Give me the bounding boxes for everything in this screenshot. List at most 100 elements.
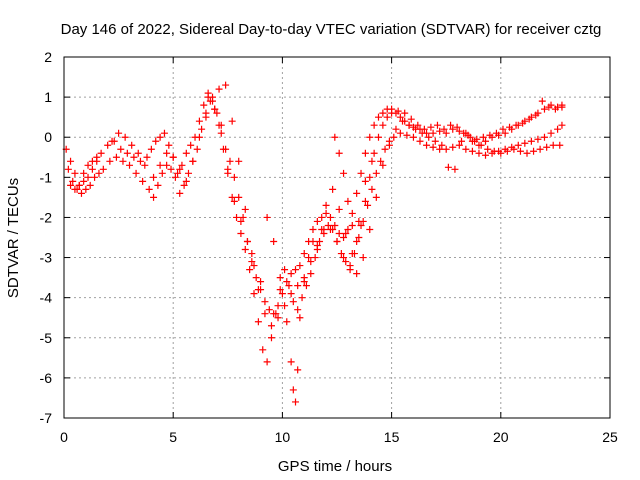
data-point (252, 274, 260, 282)
data-point (224, 165, 232, 173)
data-point (333, 238, 341, 246)
data-point (348, 209, 356, 217)
y-tick-label: 0 (44, 129, 52, 145)
data-point (311, 254, 319, 262)
data-point (475, 149, 483, 157)
data-point (241, 246, 249, 254)
data-point (383, 113, 391, 121)
data-point (320, 229, 328, 237)
data-point (361, 177, 369, 185)
data-point (163, 149, 171, 157)
x-tick-label: 20 (493, 429, 509, 445)
data-point (302, 282, 310, 290)
y-tick-label: -4 (40, 290, 53, 306)
data-point (130, 153, 138, 161)
data-point (80, 177, 88, 185)
data-point (486, 131, 494, 139)
data-point (444, 163, 452, 171)
data-point (307, 270, 315, 278)
chart-title: Day 146 of 2022, Sidereal Day-to-day VTE… (61, 21, 602, 38)
data-point (313, 217, 321, 225)
data-point (381, 145, 389, 153)
data-point (335, 205, 343, 213)
data-point (340, 254, 348, 262)
data-point (180, 181, 188, 189)
data-point (324, 221, 332, 229)
grid-lines (64, 57, 610, 418)
data-point (254, 286, 262, 294)
y-tick-label: -1 (40, 169, 53, 185)
data-point (374, 113, 382, 121)
data-point (305, 254, 313, 262)
data-point (265, 306, 273, 314)
data-point (540, 133, 548, 141)
data-point (152, 137, 160, 145)
data-point (468, 147, 476, 155)
data-point (416, 137, 424, 145)
data-point (425, 133, 433, 141)
data-point (281, 302, 289, 310)
data-point (420, 125, 428, 133)
data-point (119, 157, 127, 165)
data-point (335, 229, 343, 237)
data-point (392, 125, 400, 133)
data-point (335, 149, 343, 157)
data-point (182, 149, 190, 157)
data-point (309, 238, 317, 246)
data-point (355, 234, 363, 241)
data-point (436, 145, 444, 153)
data-point (423, 141, 431, 149)
data-point (250, 262, 258, 270)
data-point (418, 129, 426, 137)
data-point (482, 151, 490, 159)
data-point (156, 161, 164, 169)
data-point (195, 117, 203, 125)
data-point (554, 125, 562, 133)
data-point (355, 217, 363, 225)
data-point (158, 169, 166, 177)
data-point (67, 157, 75, 165)
data-point (95, 169, 103, 177)
data-point (364, 201, 372, 209)
data-point (340, 169, 348, 177)
data-point (121, 133, 129, 141)
data-point (69, 177, 77, 185)
data-point (527, 137, 535, 145)
data-point (84, 161, 92, 169)
data-point (558, 103, 566, 111)
data-point (366, 173, 374, 181)
data-point (385, 141, 393, 149)
data-point (204, 93, 212, 101)
data-point (294, 306, 302, 314)
data-point (532, 111, 540, 119)
data-point (82, 185, 90, 193)
data-point (147, 145, 155, 153)
data-point (104, 141, 112, 149)
data-point (250, 290, 258, 298)
data-point (366, 133, 374, 141)
data-point (451, 165, 459, 173)
data-point (84, 173, 92, 181)
data-point (379, 161, 387, 169)
data-point (246, 266, 254, 274)
data-point (278, 290, 286, 298)
data-point (510, 145, 518, 153)
data-point (171, 173, 179, 181)
data-point (409, 133, 417, 141)
x-tick-label: 10 (275, 429, 291, 445)
x-tick-label: 25 (602, 429, 618, 445)
data-point (259, 346, 267, 354)
data-point (313, 246, 321, 254)
data-point (344, 225, 352, 233)
data-point (540, 105, 548, 113)
data-point (272, 310, 280, 318)
data-point (145, 185, 153, 193)
data-point (353, 189, 361, 197)
y-axis-label: SDTVAR / TECUs (5, 178, 22, 298)
data-point (228, 117, 236, 125)
data-point (243, 238, 251, 246)
data-point (235, 193, 243, 201)
data-point (99, 165, 107, 173)
data-point (296, 314, 304, 322)
data-point (189, 157, 197, 165)
